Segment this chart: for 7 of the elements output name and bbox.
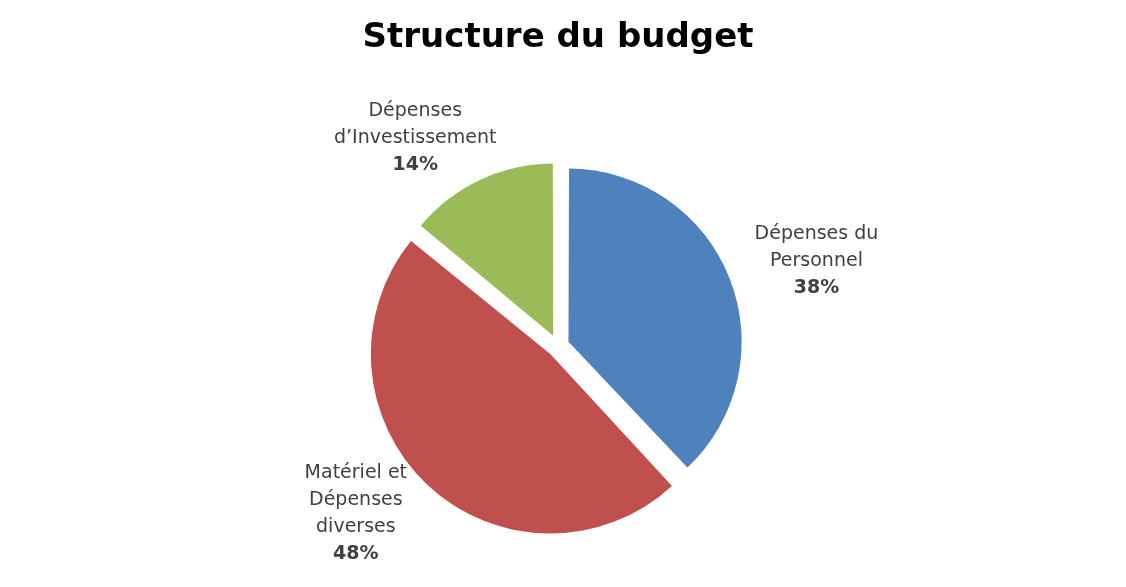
data-label: 48%: [333, 540, 379, 563]
slice-label: Dépenses du Personnel: [754, 221, 879, 271]
data-label: 38%: [793, 275, 840, 298]
chart-title: Structure du budget: [362, 15, 754, 56]
data-label: 14%: [392, 152, 438, 175]
slice-label: Matériel et Dépenses diverses: [304, 459, 408, 536]
slice-label: Dépenses d’Investissement: [334, 98, 497, 148]
